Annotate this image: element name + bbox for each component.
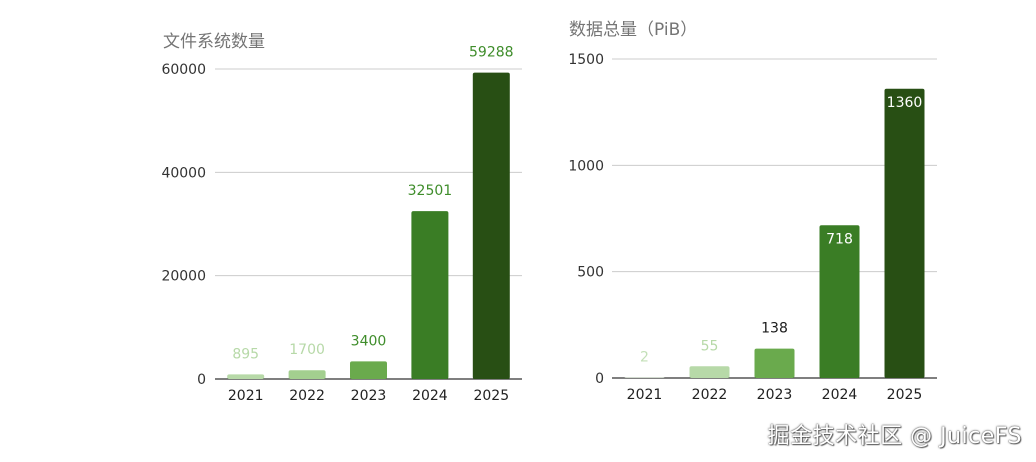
data-label: 1360	[887, 95, 923, 111]
x-tick-label: 2021	[228, 388, 264, 404]
x-tick-label: 2024	[412, 388, 448, 404]
y-tick-label: 1000	[568, 158, 604, 174]
data-volume-chart: 数据总量（PiB） 0 500 1000 1500 2021 2 2022 55 2023 138 2…	[568, 20, 937, 403]
x-tick-label: 2022	[692, 387, 728, 403]
chart-title: 数据总量（PiB）	[569, 20, 697, 40]
watermark: 掘金技术社区 @ JuiceFS	[767, 424, 1022, 449]
x-tick-label: 2025	[473, 388, 509, 404]
bar	[350, 361, 387, 379]
y-tick-label: 40000	[161, 165, 206, 181]
y-tick-label: 0	[197, 372, 206, 388]
bar	[819, 225, 860, 378]
data-label: 59288	[469, 45, 514, 61]
bar	[624, 377, 665, 378]
bar	[472, 72, 510, 380]
data-label: 32501	[408, 183, 453, 199]
data-label: 1700	[289, 342, 325, 358]
data-label: 138	[761, 321, 788, 337]
bar	[411, 211, 449, 379]
x-tick-label: 2025	[887, 387, 923, 403]
bar	[884, 88, 925, 379]
y-tick-label: 0	[595, 371, 604, 387]
y-tick-label: 1500	[568, 52, 604, 68]
bar	[227, 374, 265, 379]
x-tick-label: 2022	[289, 388, 325, 404]
x-tick-label: 2021	[627, 387, 663, 403]
bar	[754, 348, 795, 378]
data-label: 2	[640, 350, 649, 366]
data-label: 3400	[351, 333, 387, 349]
chart-title: 文件系统数量	[163, 32, 265, 52]
y-tick-label: 500	[577, 265, 604, 281]
x-tick-label: 2024	[822, 387, 858, 403]
y-tick-label: 20000	[161, 269, 206, 285]
file-system-count-chart: 文件系统数量 0 20000 40000 60000 2021 895 2022 1700 202…	[161, 32, 522, 404]
x-tick-label: 2023	[757, 387, 793, 403]
x-tick-label: 2023	[351, 388, 387, 404]
bar	[689, 366, 730, 378]
bar	[288, 370, 326, 379]
y-tick-label: 60000	[161, 62, 206, 78]
data-label: 895	[232, 346, 259, 362]
data-label: 718	[826, 231, 853, 247]
data-label: 55	[701, 338, 719, 354]
